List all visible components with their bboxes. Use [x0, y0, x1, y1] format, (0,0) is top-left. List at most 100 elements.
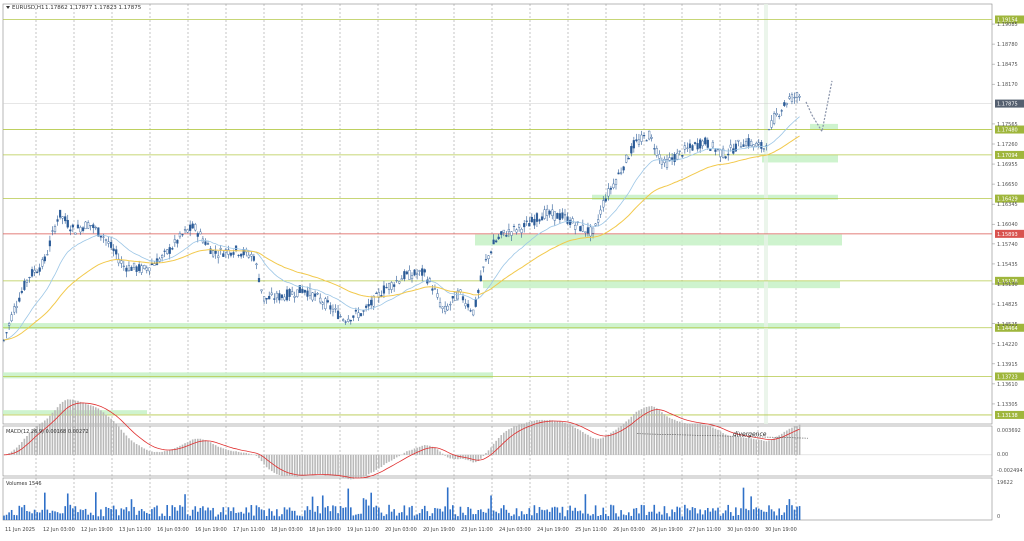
candle-body: [462, 297, 464, 300]
macd-histogram-bar: [121, 430, 123, 455]
volume-bar: [781, 515, 783, 520]
candle-body: [434, 289, 436, 290]
volume-bar: [347, 489, 349, 520]
candle-body: [414, 270, 416, 275]
macd-histogram-bar: [682, 423, 684, 455]
candle-body: [327, 300, 329, 302]
candle-body: [350, 320, 352, 321]
volume-bar: [763, 512, 765, 520]
macd-histogram-bar: [773, 438, 775, 455]
macd-histogram-bar: [625, 421, 627, 454]
macd-histogram-bar: [704, 425, 706, 455]
volume-bar: [485, 513, 487, 520]
volume-bar: [498, 513, 500, 520]
macd-histogram-bar: [98, 408, 100, 454]
macd-histogram-bar: [72, 400, 74, 455]
candle-body: [579, 226, 581, 231]
volume-bar: [330, 511, 332, 520]
candle-body: [87, 223, 89, 229]
volume-bar: [266, 516, 268, 520]
volume-bar: [325, 507, 327, 520]
volume-bar: [784, 512, 786, 520]
macd-histogram-bar: [248, 454, 250, 455]
volume-bar: [284, 507, 286, 520]
candle-body: [638, 140, 640, 144]
macd-histogram-bar: [286, 455, 288, 477]
volume-bar: [103, 516, 105, 520]
macd-histogram-bar: [789, 429, 791, 455]
time-axis-label: 11 Jun 2025: [5, 527, 35, 533]
candle-body: [319, 298, 321, 302]
macd-histogram-bar: [434, 448, 436, 455]
candle-body: [75, 233, 77, 234]
volume-bar: [404, 505, 406, 520]
macd-histogram-bar: [585, 434, 587, 455]
candle-body: [610, 188, 612, 189]
candle-body: [250, 254, 252, 256]
candle-body: [301, 289, 303, 293]
time-axis-label: 27 Jun 11:00: [689, 527, 721, 533]
macd-histogram-bar: [597, 439, 599, 455]
candle-body: [786, 103, 788, 104]
candle-body: [80, 227, 82, 232]
volume-bar: [671, 509, 673, 520]
candle-body: [128, 265, 130, 270]
volume-bar: [337, 513, 339, 520]
macd-pane[interactable]: [3, 426, 992, 476]
candle-body: [90, 225, 92, 226]
volume-bar: [488, 509, 490, 520]
volume-bar: [253, 516, 255, 520]
candle-body: [755, 143, 757, 146]
volume-bar: [304, 510, 306, 520]
volume-bar: [235, 513, 237, 520]
candle-body: [222, 254, 224, 257]
candle-body: [256, 264, 258, 265]
macd-histogram-bar: [205, 440, 207, 455]
candle-body: [720, 150, 722, 157]
candle-body: [146, 268, 148, 270]
chevron-down-icon[interactable]: [6, 6, 10, 9]
volume-bar: [666, 513, 668, 520]
volume-bar: [11, 510, 13, 520]
candle-body: [187, 230, 189, 232]
candle-body: [460, 290, 462, 292]
candle-body: [166, 250, 168, 254]
macd-histogram-bar: [653, 407, 655, 455]
candle-body: [82, 228, 84, 231]
candle-body: [600, 210, 602, 214]
candle-body: [16, 306, 18, 307]
macd-histogram-bar: [47, 419, 49, 455]
volume-bar: [34, 510, 36, 520]
volume-bar: [401, 512, 403, 520]
macd-histogram-bar: [184, 443, 186, 455]
volume-bar: [174, 507, 176, 520]
volume-bar: [447, 487, 449, 520]
candle-body: [799, 96, 801, 97]
candle-body: [337, 311, 339, 319]
volume-bar: [495, 512, 497, 520]
macd-histogram-bar: [669, 418, 671, 455]
macd-histogram-bar: [118, 427, 120, 455]
volume-bar: [707, 508, 709, 520]
candle-body: [110, 242, 112, 247]
volume-bar: [421, 509, 423, 520]
candle-body: [585, 232, 587, 233]
candle-body: [421, 269, 423, 276]
candle-body: [648, 131, 650, 139]
macd-histogram-bar: [383, 455, 385, 465]
main-price-pane[interactable]: [3, 4, 992, 424]
candle-body: [324, 299, 326, 309]
candle-body: [57, 220, 59, 222]
macd-histogram-bar: [177, 447, 179, 455]
candle-body: [105, 239, 107, 240]
volume-bar: [256, 505, 258, 520]
candle-body: [750, 141, 752, 145]
volume-bar: [541, 510, 543, 520]
macd-histogram-bar: [368, 455, 370, 474]
volume-bar: [508, 513, 510, 520]
macd-histogram-bar: [748, 438, 750, 455]
candle-body: [123, 266, 125, 267]
macd-histogram-bar: [452, 455, 454, 459]
